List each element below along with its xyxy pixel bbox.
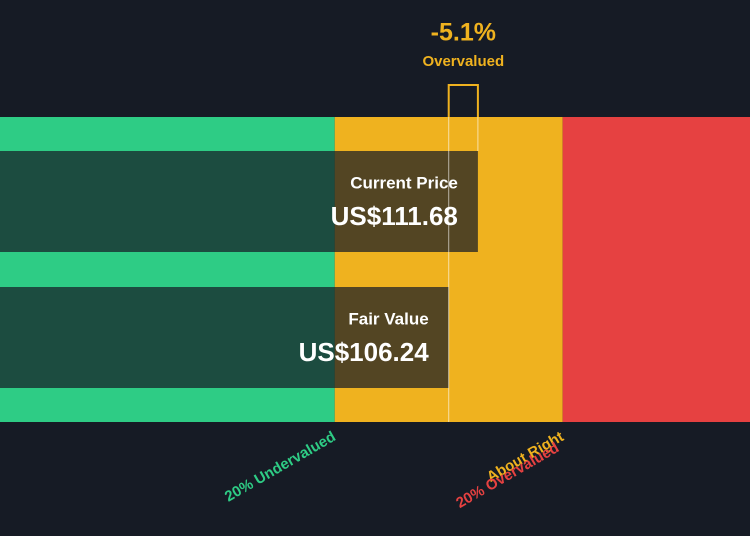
zone	[562, 117, 750, 422]
bar-category: Fair Value	[348, 309, 428, 328]
annotation-value: -5.1%	[431, 19, 496, 47]
bar	[0, 151, 478, 252]
bar	[0, 287, 449, 388]
bar-value-label: US$111.68	[331, 201, 458, 231]
bar-category: Current Price	[350, 173, 458, 192]
annotation-text: Overvalued	[422, 53, 504, 70]
bar-value-label: US$106.24	[299, 337, 430, 367]
bracket	[447, 84, 479, 117]
